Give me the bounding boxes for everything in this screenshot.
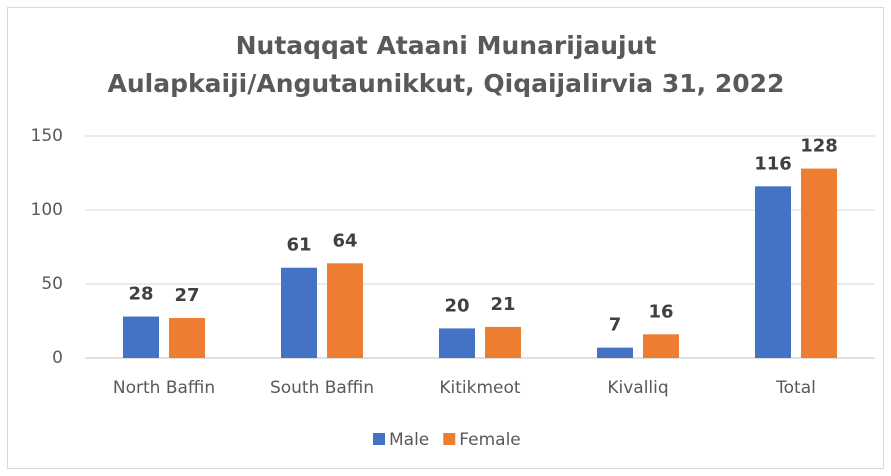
bar: [169, 318, 205, 358]
data-label: 20: [444, 295, 469, 316]
bar: [327, 263, 363, 358]
x-tick-label: Kitikmeot: [439, 378, 521, 398]
y-tick-label: 0: [52, 348, 63, 368]
bar: [281, 267, 317, 358]
bar: [643, 334, 679, 358]
legend-label: Female: [459, 430, 520, 450]
bar: [123, 316, 159, 358]
bar: [439, 328, 475, 358]
x-tick-label: Total: [775, 378, 816, 398]
bar: [485, 326, 521, 358]
data-label: 64: [332, 230, 357, 251]
data-label: 16: [648, 301, 673, 322]
data-label: 128: [800, 136, 838, 157]
y-tick-label: 50: [41, 274, 63, 294]
data-label: 116: [754, 153, 792, 174]
chart-title: Aulapkaiji/Angutaunikkut, Qiqaijalirvia …: [108, 69, 785, 98]
legend-swatch: [443, 433, 456, 445]
data-label: 61: [286, 235, 311, 256]
chart-border: [7, 7, 884, 469]
data-label: 21: [490, 294, 515, 315]
bar: [755, 186, 791, 358]
legend-swatch: [373, 433, 385, 445]
y-tick-label: 150: [31, 126, 63, 146]
x-tick-label: Kivalliq: [607, 378, 668, 398]
data-label: 28: [128, 284, 153, 305]
data-label: 7: [609, 315, 622, 336]
bar: [597, 347, 633, 358]
bar: [801, 168, 837, 358]
data-label: 27: [174, 285, 199, 306]
x-tick-label: North Baffin: [113, 378, 215, 398]
chart-title: Nutaqqat Ataani Munarijaujut: [236, 31, 657, 60]
legend-label: Male: [389, 430, 429, 450]
x-tick-label: South Baffin: [270, 378, 374, 398]
y-tick-label: 100: [31, 200, 63, 220]
